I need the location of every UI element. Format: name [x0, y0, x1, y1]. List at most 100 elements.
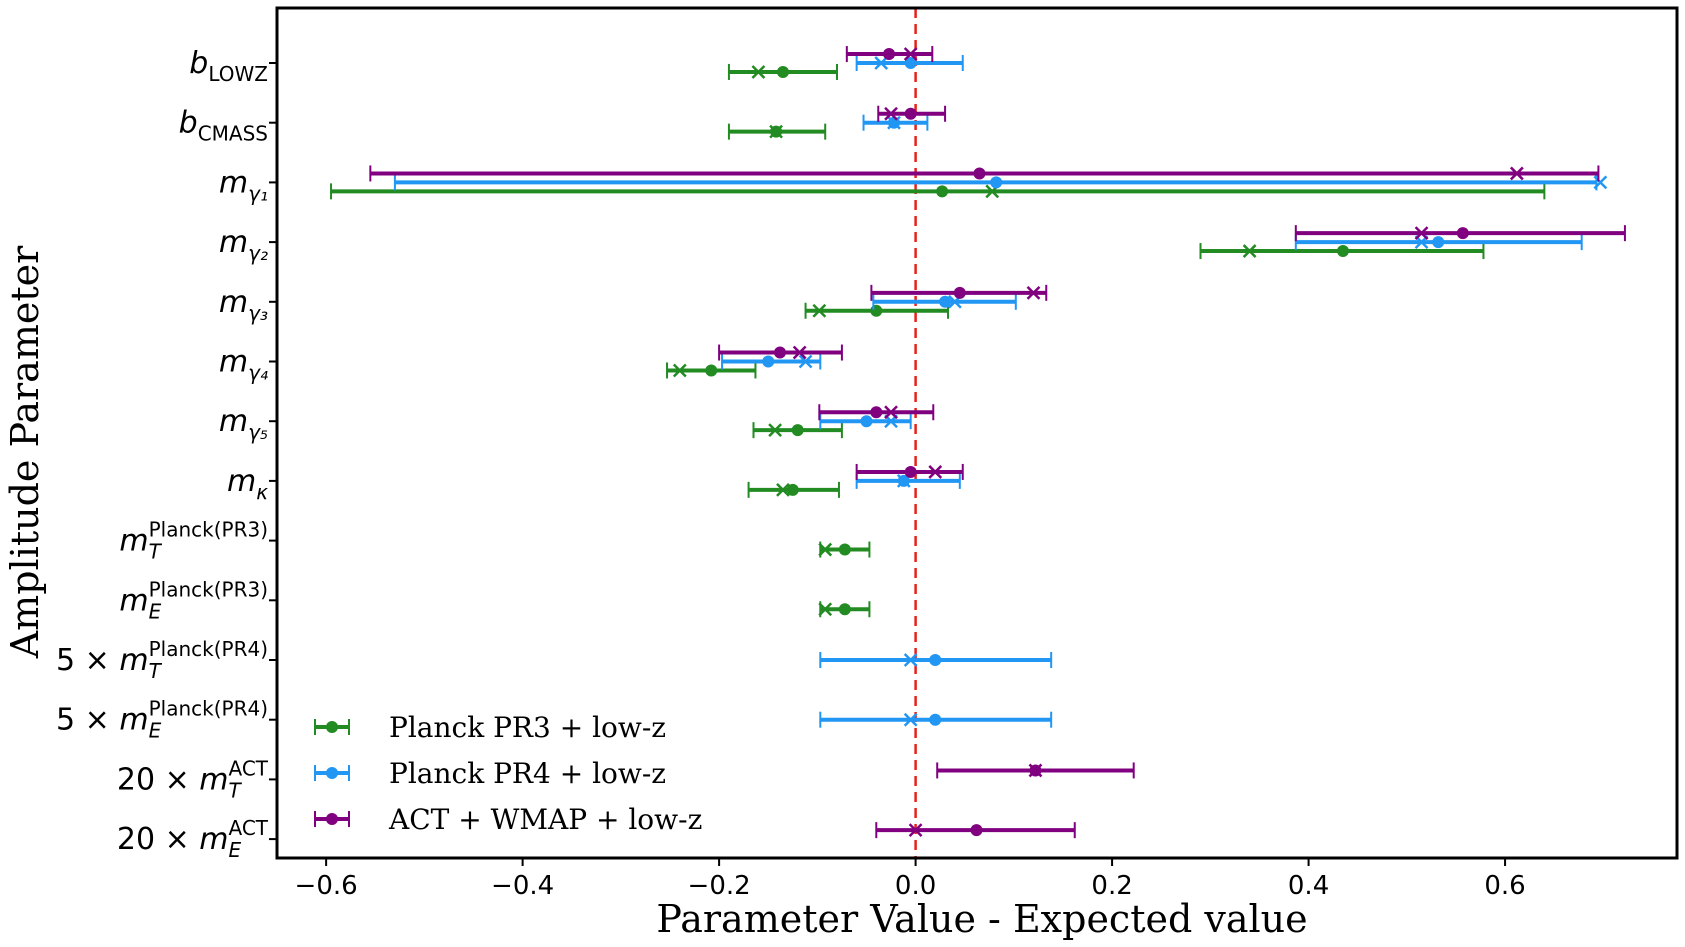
- mean-marker: [929, 654, 942, 666]
- legend-entry-1: Planck PR4 + low-z: [314, 757, 666, 790]
- y-label-sup: ACT: [228, 816, 268, 840]
- y-label-sup: ACT: [228, 756, 268, 780]
- y-tick-label-mk: mκ: [227, 464, 268, 504]
- mean-marker: [936, 185, 949, 198]
- series-0: [330, 63, 1546, 618]
- best-fit-stroke: [1026, 285, 1041, 300]
- legend: Planck PR3 + low-z Planck PR4 + low-z ACT …: [314, 711, 702, 836]
- mean-marker: [970, 824, 983, 837]
- y-label-sub: E: [149, 599, 162, 623]
- y-axis-title: Amplitude Parameter: [3, 245, 47, 659]
- y-label-base: m: [219, 165, 248, 200]
- y-tick-label-mg1: mγ₁: [219, 165, 268, 205]
- best-fit-stroke: [818, 602, 833, 617]
- y-tick-label-mg5: mγ₅: [219, 404, 268, 444]
- best-fit-stroke: [874, 56, 889, 70]
- y-tick-label-mg4: mγ₄: [219, 345, 268, 385]
- mean-marker: [705, 364, 718, 377]
- best-fit-stroke: [776, 482, 790, 497]
- best-fit-marker: [769, 124, 783, 139]
- y-label-base: b: [189, 46, 208, 81]
- series-2: [369, 46, 1626, 839]
- x-axis-title: Parameter Value - Expected value: [656, 897, 1307, 941]
- mean-marker: [774, 346, 787, 359]
- mean-marker: [1456, 227, 1469, 240]
- y-label-base: m: [219, 285, 248, 320]
- mean-marker: [929, 713, 942, 726]
- y-label-base: m: [119, 703, 148, 738]
- y-label-sub: E: [228, 838, 241, 862]
- best-fit-marker: [1509, 166, 1524, 181]
- series-1: [393, 55, 1608, 728]
- best-fit-stroke: [1028, 763, 1043, 778]
- best-fit-marker: [874, 56, 889, 70]
- y-label-sup: Planck(PR4): [149, 637, 268, 661]
- y-label-sub: γ₄: [248, 361, 268, 385]
- axes: −0.6 −0.4 −0.2 0.0 0.2 0.4 0.6: [269, 6, 1679, 901]
- y-label-sub: E: [149, 719, 162, 743]
- best-fit-marker: [798, 354, 813, 369]
- mean-marker: [904, 57, 917, 69]
- best-fit-marker: [903, 712, 918, 727]
- y-label-prefix: 5 ×: [56, 643, 119, 678]
- best-fit-stroke: [812, 303, 827, 318]
- best-fit-marker: [818, 602, 833, 617]
- y-label-sup: Planck(PR4): [149, 697, 268, 721]
- y-label-base: m: [119, 643, 148, 678]
- legend-entry-2: ACT + WMAP + low-z: [314, 803, 702, 836]
- best-fit-marker: [884, 405, 898, 420]
- best-fit-stroke: [1509, 166, 1524, 181]
- best-fit-stroke: [884, 405, 898, 420]
- y-label-sup: Planck(PR3): [149, 577, 268, 601]
- best-fit-stroke: [903, 47, 918, 61]
- y-tick-label-bLOWZ: bLOWZ: [189, 46, 268, 86]
- best-fit-marker: [768, 423, 782, 438]
- best-fit-marker: [792, 345, 807, 360]
- best-fit-marker: [1028, 763, 1043, 778]
- best-fit-marker: [776, 482, 790, 497]
- x-tick-label: 0.4: [1288, 871, 1329, 901]
- best-fit-stroke: [751, 65, 766, 79]
- y-tick-label-mg2: mγ₂: [219, 225, 268, 265]
- y-label-base: m: [199, 762, 228, 797]
- y-label-base: b: [179, 106, 198, 141]
- plot-frame: [275, 6, 1679, 860]
- mean-marker: [904, 107, 917, 120]
- best-fit-stroke: [769, 124, 783, 139]
- y-label-sub: CMASS: [198, 122, 268, 146]
- best-fit-stroke: [792, 345, 807, 360]
- x-tick-label: −0.2: [688, 871, 751, 901]
- mean-marker: [838, 543, 851, 556]
- best-fit-marker: [812, 303, 827, 318]
- y-label-base: m: [119, 583, 148, 618]
- legend-label: Planck PR4 + low-z: [389, 757, 666, 790]
- x-tick-label: 0.2: [1091, 871, 1132, 901]
- y-label-sub: γ₁: [248, 181, 268, 205]
- mean-marker: [762, 355, 775, 368]
- mean-marker: [776, 65, 789, 78]
- y-tick-label-mE_ACT: 20 × mACT E: [117, 816, 269, 862]
- x-tick-label: 0.6: [1484, 871, 1525, 901]
- legend-label: Planck PR3 + low-z: [389, 711, 666, 744]
- best-fit-stroke: [672, 363, 687, 378]
- mean-marker: [973, 167, 986, 180]
- best-fit-marker: [1242, 244, 1257, 258]
- y-label-sub: γ₃: [248, 301, 268, 325]
- best-fit-stroke: [884, 106, 898, 121]
- best-fit-marker: [672, 363, 687, 378]
- legend-swatch-marker: [326, 767, 338, 779]
- y-label-base: m: [227, 464, 256, 499]
- y-label-base: m: [219, 404, 248, 439]
- y-label-sub: T: [228, 778, 242, 802]
- mean-marker: [1432, 236, 1445, 249]
- mean-marker: [838, 603, 851, 616]
- mean-marker: [870, 406, 883, 419]
- plot-area: [330, 8, 1626, 858]
- best-fit-marker: [751, 65, 766, 79]
- x-tick-label: −0.4: [491, 871, 554, 901]
- legend-label: ACT + WMAP + low-z: [388, 803, 702, 836]
- legend-entry-0: Planck PR3 + low-z: [314, 711, 666, 744]
- mean-marker: [939, 295, 952, 308]
